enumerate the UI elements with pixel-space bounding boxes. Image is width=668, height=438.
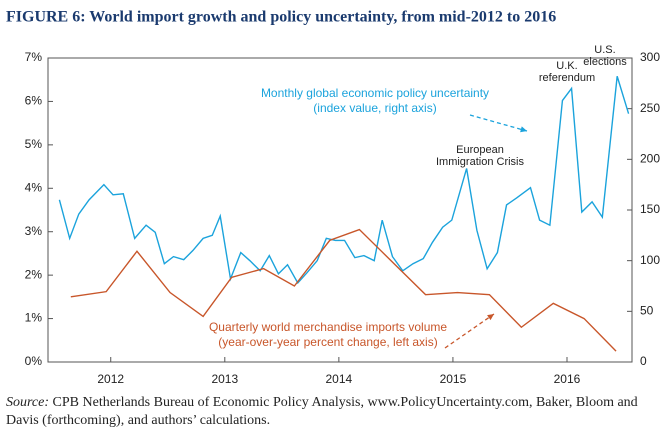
x-tick-label: 2014 [326, 372, 353, 386]
y-tick-label: 2% [25, 267, 43, 281]
annotation: European [456, 144, 504, 156]
y-tick-label: 7% [25, 50, 43, 64]
series-line [70, 228, 617, 352]
annotation: Immigration Crisis [436, 156, 525, 168]
chart-title: FIGURE 6: World import growth and policy… [6, 9, 556, 26]
arrow [469, 114, 528, 132]
x-tick-label: 2015 [440, 372, 467, 386]
y-tick-label: 6% [25, 94, 43, 108]
y-tick-label: 5% [25, 137, 43, 151]
series-line [58, 76, 630, 285]
annotation: U.K. [556, 60, 577, 72]
y2-tick-label: 0 [640, 354, 647, 368]
y2-tick-label: 50 [640, 304, 654, 318]
x-tick-label: 2013 [211, 372, 238, 386]
y2-tick-label: 150 [640, 202, 660, 216]
y2-tick-label: 100 [640, 253, 660, 267]
chart: FIGURE 6: World import growth and policy… [6, 9, 660, 387]
series-label: Monthly global economic policy uncertain… [261, 86, 489, 100]
y2-tick-label: 300 [640, 50, 660, 64]
y-tick-label: 0% [25, 354, 43, 368]
source: Source: CPB Netherlands Bureau of Econom… [6, 394, 666, 430]
series-label: (index value, right axis) [313, 101, 436, 115]
y-tick-label: 3% [25, 224, 43, 238]
y-tick-label: 4% [25, 180, 43, 194]
arrow-head [520, 126, 527, 133]
arrow [444, 313, 495, 349]
series-label: Quarterly world merchandise imports volu… [209, 320, 447, 334]
y2-tick-label: 250 [640, 101, 660, 115]
y-tick-label: 1% [25, 311, 43, 325]
arrow-head [487, 314, 494, 321]
source-text: CPB Netherlands Bureau of Economic Polic… [6, 395, 638, 428]
y2-tick-label: 200 [640, 152, 660, 166]
annotation: elections [583, 56, 627, 68]
series-label: (year-over-year percent change, left axi… [218, 335, 437, 349]
x-tick-label: 2012 [97, 372, 124, 386]
x-tick-label: 2016 [554, 372, 581, 386]
annotation: U.S. [594, 44, 615, 56]
source-label: Source: [6, 395, 50, 410]
annotation: referendum [539, 72, 595, 84]
